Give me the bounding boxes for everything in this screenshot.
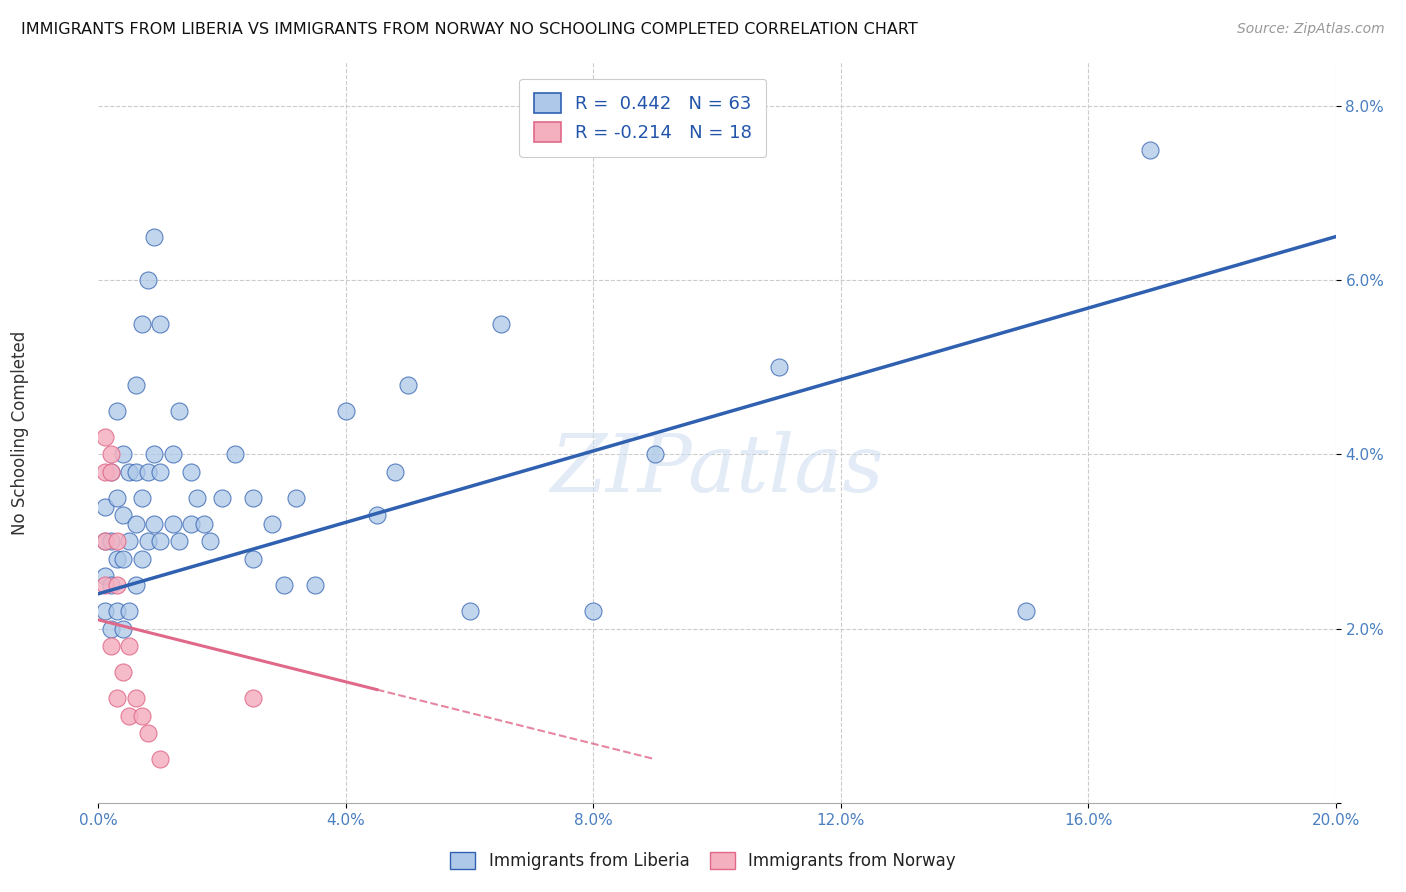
Point bbox=[118, 604, 141, 618]
Point bbox=[335, 404, 357, 418]
Point bbox=[124, 465, 146, 479]
Point bbox=[131, 552, 153, 566]
Point bbox=[260, 517, 283, 532]
Point bbox=[180, 517, 202, 532]
Point bbox=[118, 465, 141, 479]
Point bbox=[304, 578, 326, 592]
Point bbox=[149, 317, 172, 331]
Point bbox=[136, 726, 159, 740]
Point bbox=[143, 447, 166, 461]
Point bbox=[242, 552, 264, 566]
Point bbox=[143, 517, 166, 532]
Point bbox=[396, 377, 419, 392]
Y-axis label: No Schooling Completed: No Schooling Completed bbox=[11, 331, 30, 534]
Point bbox=[100, 639, 122, 653]
Point bbox=[93, 500, 115, 514]
Point bbox=[124, 578, 146, 592]
Point bbox=[242, 491, 264, 505]
Point bbox=[112, 665, 135, 680]
Point bbox=[224, 447, 246, 461]
Point bbox=[211, 491, 233, 505]
Text: Source: ZipAtlas.com: Source: ZipAtlas.com bbox=[1237, 22, 1385, 37]
Text: ZIPatlas: ZIPatlas bbox=[550, 431, 884, 508]
Point bbox=[149, 752, 172, 766]
Point bbox=[193, 517, 215, 532]
Point bbox=[112, 622, 135, 636]
Point bbox=[105, 404, 128, 418]
Point bbox=[124, 377, 146, 392]
Point bbox=[458, 604, 481, 618]
Legend: Immigrants from Liberia, Immigrants from Norway: Immigrants from Liberia, Immigrants from… bbox=[444, 845, 962, 877]
Point bbox=[180, 465, 202, 479]
Point bbox=[167, 534, 190, 549]
Point bbox=[93, 578, 115, 592]
Point bbox=[384, 465, 406, 479]
Point bbox=[131, 317, 153, 331]
Point bbox=[167, 404, 190, 418]
Point bbox=[100, 534, 122, 549]
Point bbox=[186, 491, 208, 505]
Point bbox=[93, 569, 115, 583]
Point bbox=[1139, 143, 1161, 157]
Text: IMMIGRANTS FROM LIBERIA VS IMMIGRANTS FROM NORWAY NO SCHOOLING COMPLETED CORRELA: IMMIGRANTS FROM LIBERIA VS IMMIGRANTS FR… bbox=[21, 22, 918, 37]
Point bbox=[118, 534, 141, 549]
Point bbox=[136, 273, 159, 287]
Point bbox=[93, 534, 115, 549]
Point bbox=[93, 534, 115, 549]
Point bbox=[105, 552, 128, 566]
Point bbox=[124, 517, 146, 532]
Point bbox=[105, 691, 128, 706]
Point bbox=[105, 578, 128, 592]
Point bbox=[582, 604, 605, 618]
Point bbox=[136, 534, 159, 549]
Point bbox=[273, 578, 295, 592]
Point bbox=[131, 491, 153, 505]
Point bbox=[105, 491, 128, 505]
Legend: R =  0.442   N = 63, R = -0.214   N = 18: R = 0.442 N = 63, R = -0.214 N = 18 bbox=[519, 78, 766, 157]
Point bbox=[93, 465, 115, 479]
Point bbox=[100, 622, 122, 636]
Point bbox=[198, 534, 221, 549]
Point bbox=[162, 517, 184, 532]
Point bbox=[100, 578, 122, 592]
Point bbox=[124, 691, 146, 706]
Point bbox=[242, 691, 264, 706]
Point bbox=[100, 447, 122, 461]
Point bbox=[93, 430, 115, 444]
Point bbox=[100, 465, 122, 479]
Point bbox=[105, 534, 128, 549]
Point bbox=[768, 360, 790, 375]
Point bbox=[1015, 604, 1038, 618]
Point bbox=[112, 508, 135, 523]
Point bbox=[131, 708, 153, 723]
Point bbox=[285, 491, 308, 505]
Point bbox=[118, 708, 141, 723]
Point bbox=[366, 508, 388, 523]
Point bbox=[162, 447, 184, 461]
Point bbox=[136, 465, 159, 479]
Point bbox=[118, 639, 141, 653]
Point bbox=[100, 465, 122, 479]
Point bbox=[489, 317, 512, 331]
Point bbox=[143, 229, 166, 244]
Point bbox=[644, 447, 666, 461]
Point bbox=[112, 447, 135, 461]
Point bbox=[112, 552, 135, 566]
Point bbox=[105, 604, 128, 618]
Point bbox=[149, 465, 172, 479]
Point bbox=[93, 604, 115, 618]
Point bbox=[149, 534, 172, 549]
